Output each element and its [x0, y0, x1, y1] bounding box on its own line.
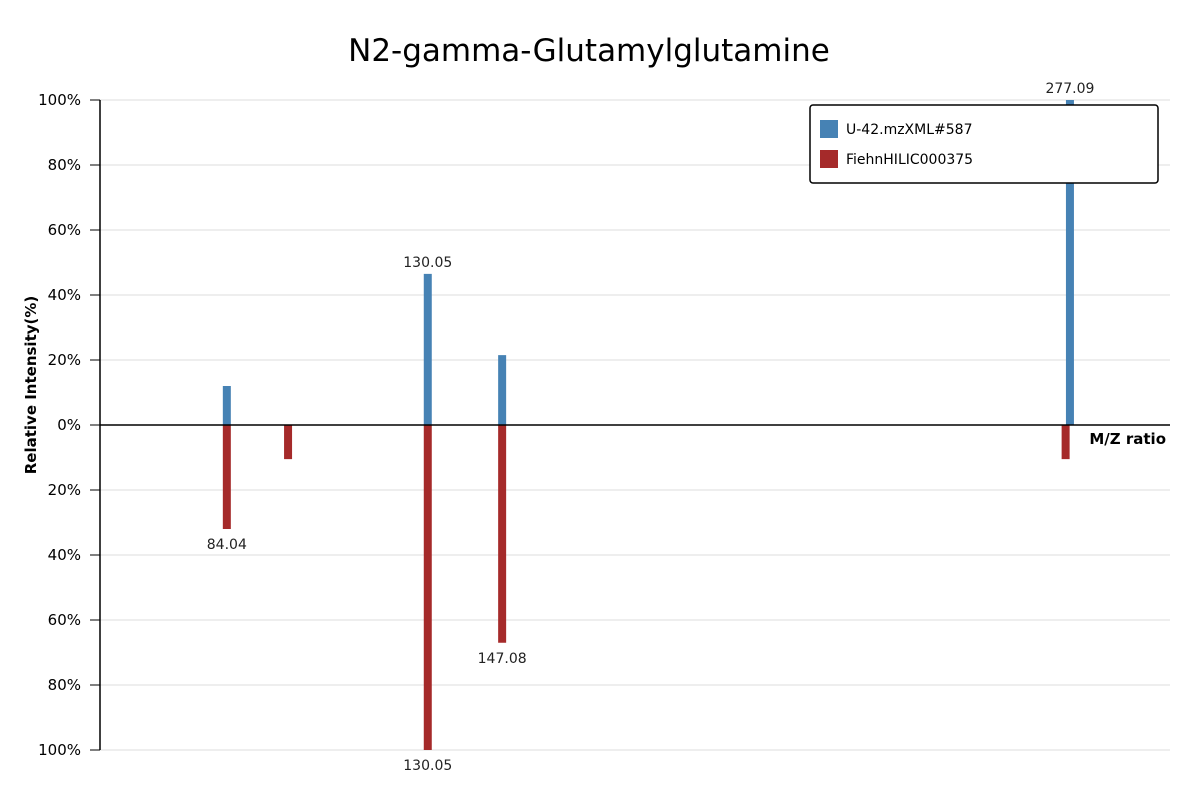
peak-bar-series-1-2	[498, 355, 507, 425]
y-tick-label-2: 60%	[48, 221, 81, 239]
chart-title: N2-gamma-Glutamylglutamine	[348, 33, 830, 69]
peak-bar-series-2-0	[222, 425, 231, 529]
grid-lines	[100, 99, 1170, 751]
peak-label-series-1-1: 130.05	[403, 255, 452, 271]
y-tick-label-0: 100%	[38, 91, 81, 109]
bars	[222, 100, 1074, 750]
legend-label-series-2: FiehnHILIC000375	[846, 152, 973, 168]
peak-bar-series-1-0	[222, 386, 231, 425]
y-tick-label-9: 80%	[48, 676, 81, 694]
y-tick-label-8: 60%	[48, 611, 81, 629]
peak-bar-series-2-2	[423, 425, 432, 750]
peak-label-series-2-2: 130.05	[403, 758, 452, 774]
peak-labels: 130.05 277.09 84.04 130.05 147.08	[207, 81, 1095, 774]
legend-swatch-series-2	[820, 150, 838, 168]
y-tick-label-10: 100%	[38, 741, 81, 759]
peak-bar-series-1-1	[423, 273, 432, 425]
y-tick-label-5: 0%	[57, 416, 81, 434]
y-ticks: 100% 80% 60% 40% 20% 0% 20% 40% 60% 80% 100%	[38, 91, 100, 759]
y-tick-label-3: 40%	[48, 286, 81, 304]
peak-label-series-2-0: 84.04	[207, 537, 247, 553]
legend-swatch-series-1	[820, 120, 838, 138]
legend: U-42.mzXML#587 FiehnHILIC000375	[809, 104, 1159, 184]
peak-label-series-1-3: 277.09	[1045, 81, 1094, 97]
legend-label-series-1: U-42.mzXML#587	[846, 122, 972, 138]
axes	[99, 100, 1170, 750]
peak-label-series-2-3: 147.08	[478, 651, 527, 667]
y-tick-label-1: 80%	[48, 156, 81, 174]
peak-bar-series-1-3	[1065, 100, 1074, 425]
peak-bar-series-2-1	[284, 425, 293, 460]
y-tick-label-4: 20%	[48, 351, 81, 369]
peak-bar-series-2-4	[1061, 425, 1070, 460]
peak-bar-series-2-3	[498, 425, 507, 643]
legend-box	[809, 104, 1159, 184]
y-axis-label: Relative Intensity(%)	[22, 296, 40, 475]
x-axis-label: M/Z ratio	[1089, 430, 1166, 448]
y-tick-label-7: 40%	[48, 546, 81, 564]
y-tick-label-6: 20%	[48, 481, 81, 499]
